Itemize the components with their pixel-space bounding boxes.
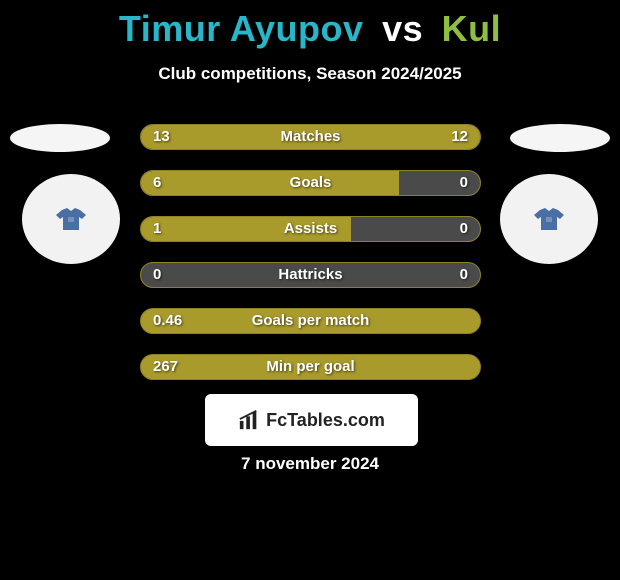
stat-label: Assists (141, 217, 480, 241)
title: Timur Ayupov vs Kul (0, 0, 620, 50)
player1-ellipse (10, 124, 110, 152)
stat-bars: 1312Matches 60Goals 10Assists 00Hattricks 0.… (140, 124, 481, 400)
fctables-logo-icon (238, 409, 260, 431)
stat-row: 1312Matches (140, 124, 481, 150)
comparison-card: Timur Ayupov vs Kul Club competitions, S… (0, 0, 620, 580)
player1-name: Timur Ayupov (119, 8, 364, 49)
stat-row: 60Goals (140, 170, 481, 196)
shirt-icon (56, 208, 86, 230)
stat-label: Goals per match (141, 309, 480, 333)
fctables-badge[interactable]: FcTables.com (205, 394, 418, 446)
date: 7 november 2024 (0, 454, 620, 474)
stat-row: 10Assists (140, 216, 481, 242)
stat-row: 00Hattricks (140, 262, 481, 288)
shirt-icon (534, 208, 564, 230)
subtitle: Club competitions, Season 2024/2025 (0, 64, 620, 84)
player2-ellipse (510, 124, 610, 152)
stat-label: Min per goal (141, 355, 480, 379)
stat-label: Goals (141, 171, 480, 195)
stat-label: Hattricks (141, 263, 480, 287)
stat-row: 267Min per goal (140, 354, 481, 380)
fctables-text: FcTables.com (266, 410, 385, 431)
player2-avatar (500, 174, 598, 264)
player2-name: Kul (442, 8, 502, 49)
player1-avatar (22, 174, 120, 264)
stat-row: 0.46Goals per match (140, 308, 481, 334)
vs-text: vs (382, 8, 423, 49)
stat-label: Matches (141, 125, 480, 149)
